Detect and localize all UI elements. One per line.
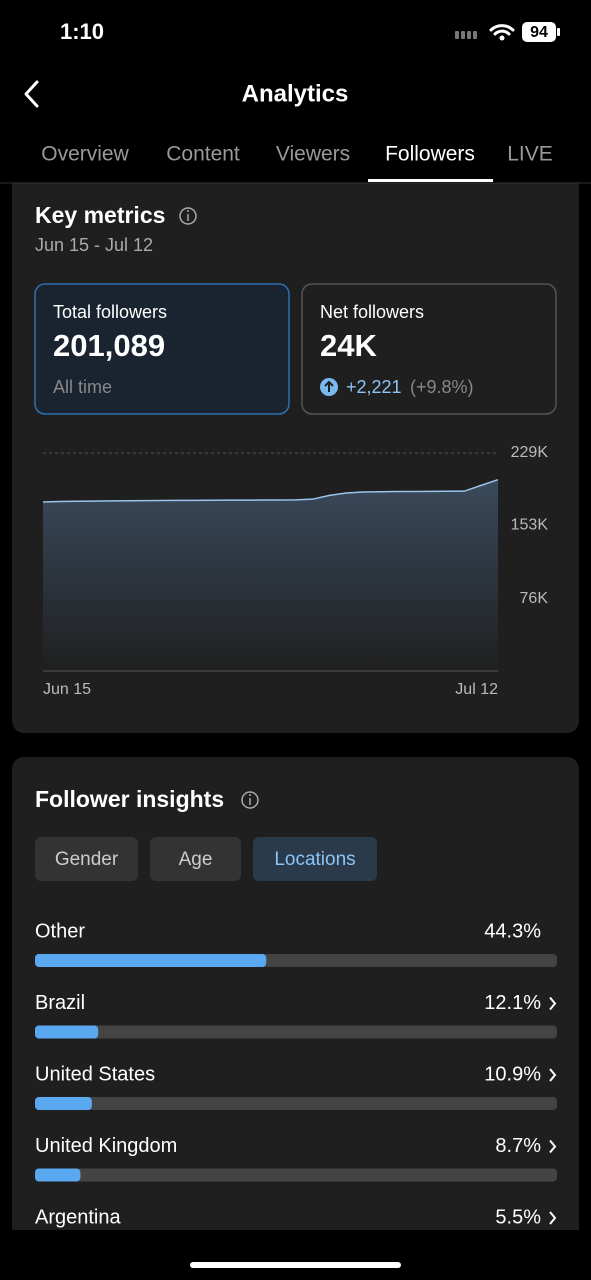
line	[42, 478, 499, 503]
info-icon[interactable]	[179, 207, 197, 225]
chevron[interactable]	[549, 1139, 557, 1154]
location-name: Other	[35, 920, 85, 942]
bar	[35, 1168, 81, 1182]
page-title: Analytics	[242, 80, 349, 107]
battery-level: 94	[530, 24, 548, 41]
bar	[35, 954, 267, 967]
location-pct: 10.9%	[484, 1063, 541, 1085]
tab[interactable]: Followers	[385, 143, 475, 166]
chevron[interactable]	[549, 996, 557, 1011]
location-pct: 12.1%	[484, 992, 541, 1014]
filter-chip[interactable]	[35, 837, 138, 881]
location-name: United States	[35, 1063, 155, 1085]
status-time: 1:10	[60, 19, 104, 44]
home-indicator	[190, 1262, 401, 1268]
bar	[35, 1097, 92, 1110]
net-change: +2,221	[346, 377, 402, 397]
location-pct: 8.7%	[495, 1135, 541, 1157]
chevron[interactable]	[549, 1068, 557, 1082]
tab[interactable]: Content	[166, 143, 240, 166]
card-label: Net followers	[320, 302, 424, 322]
up-icon	[320, 378, 338, 396]
signal-icon	[455, 31, 477, 39]
bar-track	[35, 1097, 557, 1110]
card-value: 201,089	[53, 328, 165, 363]
card-label: Total followers	[53, 302, 167, 322]
filter-chip[interactable]	[253, 837, 377, 881]
tab[interactable]: Viewers	[276, 143, 350, 166]
filter-chip[interactable]	[150, 837, 241, 881]
tab-underline	[368, 179, 493, 182]
net-change-pct: (+9.8%)	[410, 377, 474, 397]
wifi-dot	[499, 35, 505, 41]
y-tick-label: 229K	[511, 444, 549, 461]
card-note: All time	[53, 377, 112, 397]
bar	[35, 1025, 99, 1039]
area-fill	[43, 479, 498, 671]
card-value: 24K	[320, 328, 377, 363]
info-icon[interactable]	[241, 791, 259, 809]
tab[interactable]: LIVE	[507, 143, 553, 166]
filter-label: Locations	[274, 849, 355, 870]
bar-track	[35, 1168, 557, 1182]
net-card[interactable]	[301, 283, 557, 415]
chevron[interactable]	[549, 1211, 557, 1225]
location-name: United Kingdom	[35, 1135, 177, 1157]
filter-label: Age	[179, 849, 213, 870]
section-title: Key metrics	[35, 202, 165, 228]
x-tick-label: Jul 12	[455, 681, 498, 698]
section-title: Follower insights	[35, 786, 224, 812]
battery	[522, 22, 556, 42]
y-tick-label: 153K	[511, 517, 549, 534]
back-button[interactable]	[24, 80, 39, 108]
location-pct: 44.3%	[484, 920, 541, 942]
location-pct: 5.5%	[495, 1206, 541, 1228]
location-name: Brazil	[35, 992, 85, 1014]
bottom-area	[0, 1230, 591, 1280]
wifi-icon	[489, 24, 515, 36]
battery-tip	[557, 28, 560, 36]
bar-track	[35, 1025, 557, 1039]
filter-label: Gender	[55, 849, 119, 870]
date-range: Jun 15 - Jul 12	[35, 235, 153, 255]
y-tick-label: 76K	[520, 590, 549, 607]
location-name: Argentina	[35, 1206, 121, 1228]
total-card[interactable]	[34, 283, 290, 415]
tab[interactable]: Overview	[41, 143, 129, 166]
x-tick-label: Jun 15	[43, 681, 91, 698]
